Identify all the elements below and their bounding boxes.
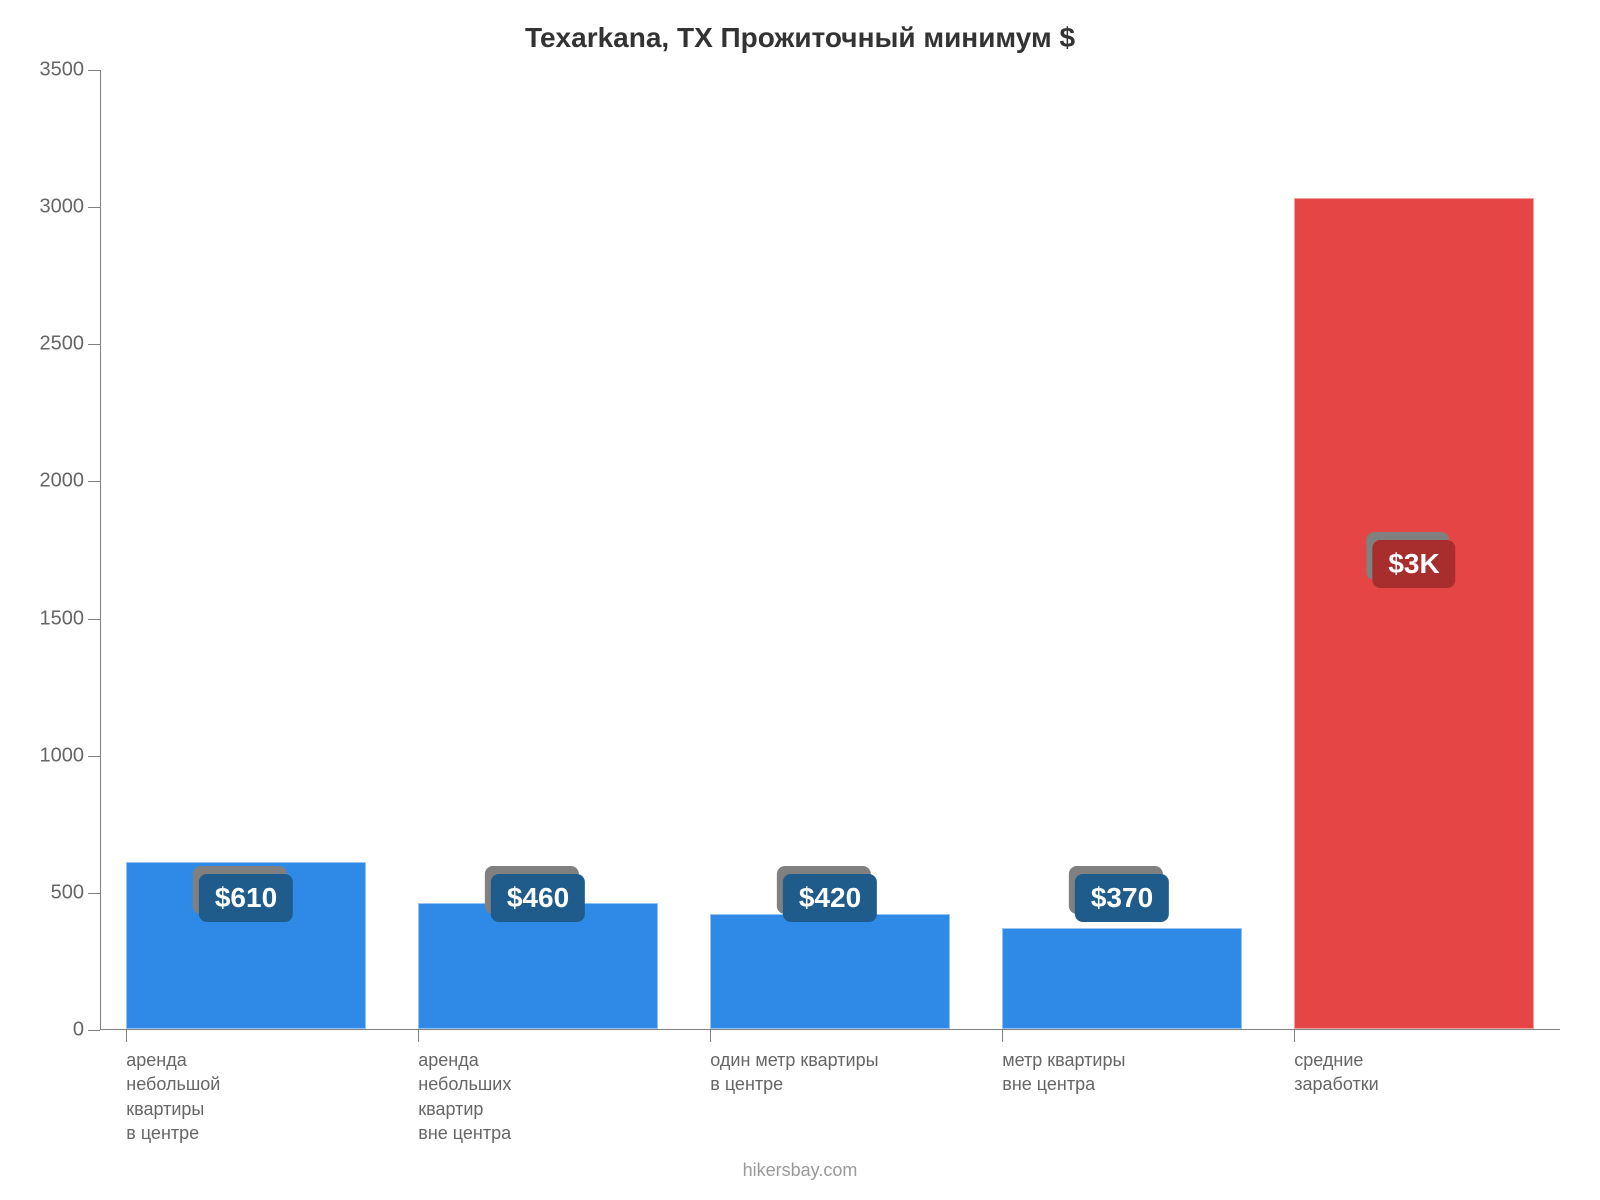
value-badge: $370 bbox=[1075, 874, 1169, 922]
y-axis bbox=[100, 70, 101, 1030]
y-tick-label: 3000 bbox=[40, 196, 101, 219]
y-tick-label: 2000 bbox=[40, 470, 101, 493]
chart-footer: hikersbay.com bbox=[0, 1160, 1600, 1181]
bar bbox=[1294, 198, 1533, 1029]
bar bbox=[1002, 928, 1241, 1029]
x-tick-label: метр квартиры вне центра bbox=[1002, 1030, 1241, 1097]
x-tick-label: аренда небольших квартир вне центра bbox=[418, 1030, 657, 1145]
value-badge: $420 bbox=[783, 874, 877, 922]
x-tick-label: средние заработки bbox=[1294, 1030, 1533, 1097]
plot-area: 0500100015002000250030003500аренда небол… bbox=[100, 70, 1560, 1030]
y-tick-label: 1000 bbox=[40, 744, 101, 767]
y-tick-label: 2500 bbox=[40, 333, 101, 356]
value-badge: $610 bbox=[199, 874, 293, 922]
y-tick-label: 500 bbox=[51, 881, 100, 904]
value-badge: $3K bbox=[1372, 540, 1455, 588]
chart-container: Texarkana, TX Прожиточный минимум $ 0500… bbox=[0, 0, 1600, 1200]
chart-title: Texarkana, TX Прожиточный минимум $ bbox=[0, 22, 1600, 54]
value-badge: $460 bbox=[491, 874, 585, 922]
y-tick-label: 3500 bbox=[40, 59, 101, 82]
bar bbox=[710, 914, 949, 1029]
y-tick-label: 0 bbox=[73, 1019, 100, 1042]
x-tick-label: один метр квартиры в центре bbox=[710, 1030, 949, 1097]
x-tick-label: аренда небольшой квартиры в центре bbox=[126, 1030, 365, 1145]
y-tick-label: 1500 bbox=[40, 607, 101, 630]
